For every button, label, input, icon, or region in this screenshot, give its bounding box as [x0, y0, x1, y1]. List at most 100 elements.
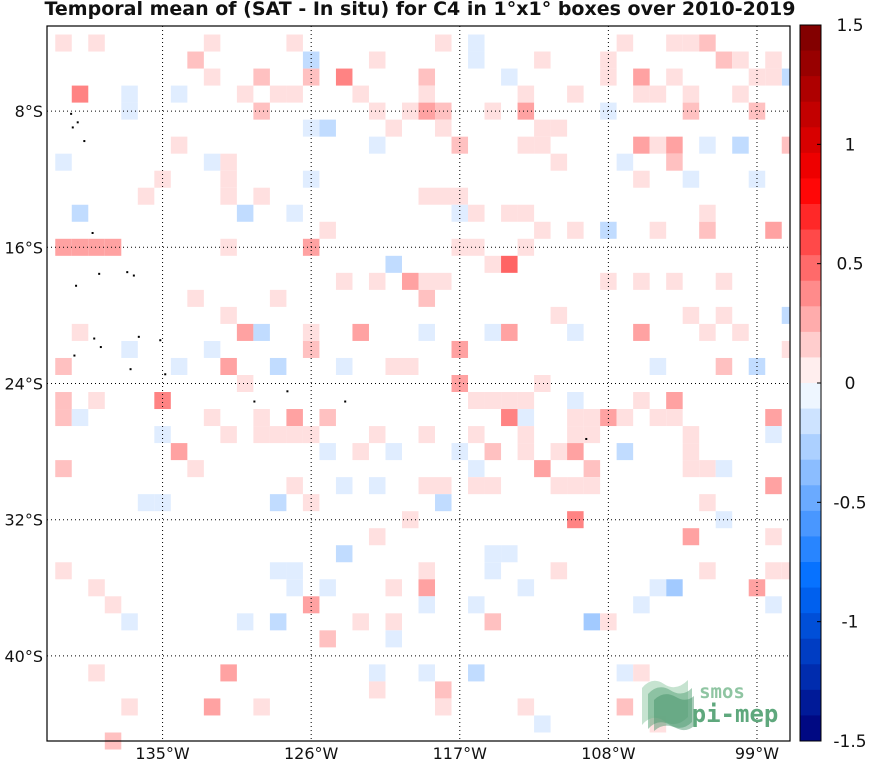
- heatmap-cell: [682, 102, 700, 120]
- heatmap-cell: [253, 698, 270, 716]
- x-axis-ticks: 135°W 126°W 117°W 108°W 99°W: [135, 744, 779, 763]
- heatmap-cell: [468, 426, 485, 444]
- heatmap-cell: [550, 153, 568, 171]
- heatmap-cell: [220, 187, 237, 205]
- y-tick-label: 32°S: [4, 511, 43, 530]
- heatmap-cell: [567, 323, 584, 341]
- plot-frame: [46, 25, 791, 742]
- heatmap-cell: [781, 340, 790, 358]
- x-tick-label: 126°W: [284, 744, 339, 762]
- heatmap-cell: [715, 460, 733, 478]
- heatmap-cell: [649, 221, 667, 239]
- heatmap-cell: [170, 443, 188, 461]
- colorbar-swatch: [800, 689, 821, 716]
- heatmap-cell: [418, 85, 436, 103]
- heatmap-cell: [368, 136, 386, 154]
- colorbar-tick-label: 0.5: [836, 255, 863, 275]
- heatmap-cell: [335, 545, 353, 563]
- heatmap-cell: [649, 85, 667, 103]
- colorbar-swatch: [800, 76, 821, 103]
- colorbar-swatch: [800, 638, 821, 665]
- heatmap-cell: [220, 170, 237, 188]
- smos-pi-mep-logo: smos pi-mep: [642, 680, 778, 731]
- colorbar-swatch: [800, 357, 821, 384]
- colorbar-swatch: [800, 127, 821, 154]
- heatmap-cell: [550, 306, 568, 324]
- heatmap-cell: [633, 136, 650, 154]
- heatmap-cell: [583, 613, 601, 631]
- heatmap-cell: [616, 409, 634, 427]
- heatmap-cell: [418, 102, 436, 120]
- colorbar-tick-label: -0.5: [833, 493, 866, 513]
- heatmap-cell: [666, 153, 683, 171]
- heatmap-cell: [302, 51, 320, 69]
- heatmap-cell: [682, 170, 700, 188]
- heatmap-cell: [319, 579, 336, 597]
- heatmap-cell: [269, 357, 287, 375]
- colorbar-swatch: [800, 485, 821, 512]
- heatmap-cell: [352, 323, 369, 341]
- logo-waves-icon: [642, 680, 694, 731]
- heatmap-cell: [666, 409, 683, 427]
- heatmap-cell: [517, 238, 535, 256]
- heatmap-cell: [368, 477, 386, 495]
- heatmap-cell: [682, 528, 700, 546]
- heatmap-cell: [517, 392, 535, 410]
- heatmap-cell: [418, 596, 436, 614]
- heatmap-cell: [468, 238, 485, 256]
- heatmap-cell: [765, 426, 782, 444]
- heatmap-cell: [484, 323, 502, 341]
- heatmap-cell: [88, 34, 105, 52]
- heatmap-cell: [368, 528, 386, 546]
- heatmap-cell: [55, 409, 72, 427]
- heatmap-cell: [649, 136, 667, 154]
- heatmap-cell: [335, 68, 353, 86]
- heatmap-cell: [567, 85, 584, 103]
- heatmap-cell: [468, 51, 485, 69]
- heatmap-cell: [765, 68, 782, 86]
- heatmap-cell: [748, 579, 766, 597]
- heatmap-cell: [286, 562, 303, 580]
- heatmap-cell: [600, 272, 617, 290]
- heatmap-cell: [88, 579, 105, 597]
- heatmap-cell: [451, 204, 469, 222]
- heatmap-cell: [368, 272, 386, 290]
- heatmap-cell: [435, 187, 452, 205]
- heatmap-cell: [71, 409, 89, 427]
- heatmap-cell: [418, 187, 436, 205]
- heatmap-cell: [319, 119, 336, 137]
- heatmap-cell: [468, 477, 485, 495]
- heatmap-cell: [435, 698, 452, 716]
- heatmap-cell: [203, 68, 221, 86]
- heatmap-cell: [55, 562, 72, 580]
- heatmap-cell: [501, 323, 518, 341]
- heatmap-cell: [253, 323, 270, 341]
- colorbar-swatch: [800, 715, 821, 742]
- heatmap-cell: [517, 698, 535, 716]
- colorbar-tick-label: 1: [845, 135, 856, 155]
- colorbar-swatch: [800, 50, 821, 77]
- heatmap-cell: [484, 392, 502, 410]
- island-mark: [126, 271, 129, 274]
- heatmap-cell: [451, 443, 469, 461]
- heatmap-cell: [633, 323, 650, 341]
- heatmap-cell: [616, 34, 634, 52]
- heatmap-cell: [418, 323, 436, 341]
- heatmap-cell: [715, 272, 733, 290]
- heatmap-cell: [104, 238, 122, 256]
- heatmap-cell: [286, 34, 303, 52]
- heatmap-cell: [401, 357, 419, 375]
- island-mark: [99, 346, 102, 349]
- colorbar-tick-label: 0: [845, 374, 856, 394]
- heatmap-cell: [121, 102, 138, 120]
- y-tick-label: 24°S: [4, 375, 43, 394]
- heatmap-cell: [616, 153, 634, 171]
- heatmap-cell: [401, 102, 419, 120]
- heatmap-cell: [534, 119, 551, 137]
- heatmap-cell: [682, 460, 700, 478]
- heatmap-cell: [501, 255, 518, 273]
- heatmap-cell: [468, 34, 485, 52]
- heatmap-cell: [484, 562, 502, 580]
- heatmap-cell: [121, 698, 138, 716]
